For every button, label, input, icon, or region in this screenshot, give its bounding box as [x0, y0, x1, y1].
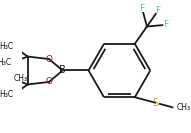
Text: H₃C: H₃C: [0, 90, 14, 99]
Text: F: F: [163, 20, 168, 29]
Text: CH₃: CH₃: [176, 103, 191, 112]
Text: O: O: [45, 55, 52, 64]
Text: F: F: [155, 6, 160, 15]
Text: O: O: [45, 78, 52, 86]
Text: B: B: [59, 65, 66, 76]
Text: S: S: [152, 98, 158, 108]
Text: F: F: [139, 4, 145, 13]
Text: H₃C: H₃C: [0, 58, 12, 67]
Text: CH₃: CH₃: [13, 74, 28, 83]
Text: H₃C: H₃C: [0, 42, 14, 51]
